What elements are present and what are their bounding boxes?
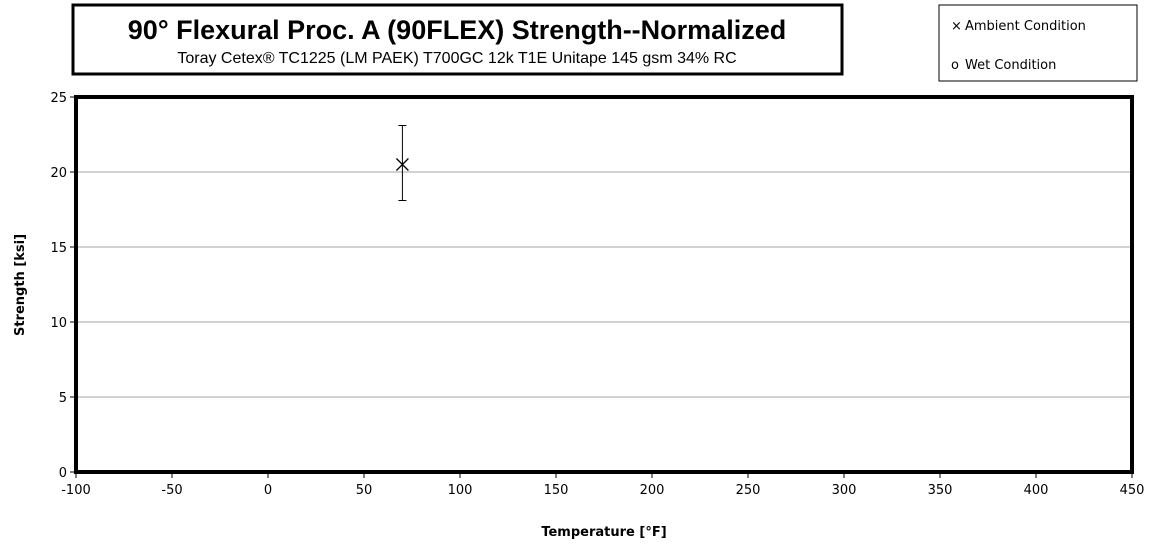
x-tick-label: 400	[1024, 483, 1049, 498]
legend-label-wet: Wet Condition	[965, 58, 1056, 73]
x-tick-label: 300	[832, 483, 857, 498]
y-axis-label: Strength [ksi]	[13, 234, 28, 336]
gridlines	[76, 171, 1132, 398]
plot-frame	[74, 95, 1134, 474]
x-tick-label: 200	[640, 483, 665, 498]
legend-symbol-x: ×	[951, 19, 962, 34]
chart-title: 90° Flexural Proc. A (90FLEX) Strength--…	[128, 15, 786, 45]
data-point-ambient	[395, 158, 409, 171]
x-tick-label: 350	[928, 483, 953, 498]
x-tick-label: 0	[264, 483, 272, 498]
x-tick-label: -100	[61, 483, 91, 498]
title-box	[71, 3, 844, 76]
data-marks	[395, 125, 409, 201]
y-tick-label: 5	[59, 391, 67, 406]
y-tick-label: 0	[59, 466, 67, 481]
x-axis-label: Temperature [°F]	[541, 525, 666, 540]
y-tick-label: 15	[50, 241, 67, 256]
x-tick-label: 100	[448, 483, 473, 498]
chart-subtitle: Toray Cetex® TC1225 (LM PAEK) T700GC 12k…	[177, 50, 736, 67]
x-tick-label: 450	[1120, 483, 1145, 498]
legend-item-wet: o Wet Condition	[951, 58, 1056, 73]
legend-item-ambient: × Ambient Condition	[951, 19, 1086, 34]
x-axis-ticks: -100 -50 0 50 100 150 200 250 300 350 400 450	[61, 472, 1144, 498]
x-tick-label: 250	[736, 483, 761, 498]
legend-box	[938, 4, 1138, 82]
x-tick-label: 150	[544, 483, 569, 498]
y-tick-label: 20	[50, 166, 67, 181]
y-axis-ticks: 0 5 10 15 20 25	[50, 91, 76, 481]
x-tick-label: 50	[356, 483, 373, 498]
legend-symbol-o: o	[951, 58, 959, 73]
y-tick-label: 25	[50, 91, 67, 106]
y-tick-label: 10	[50, 316, 67, 331]
legend-label-ambient: Ambient Condition	[965, 19, 1086, 34]
x-tick-label: -50	[161, 483, 182, 498]
